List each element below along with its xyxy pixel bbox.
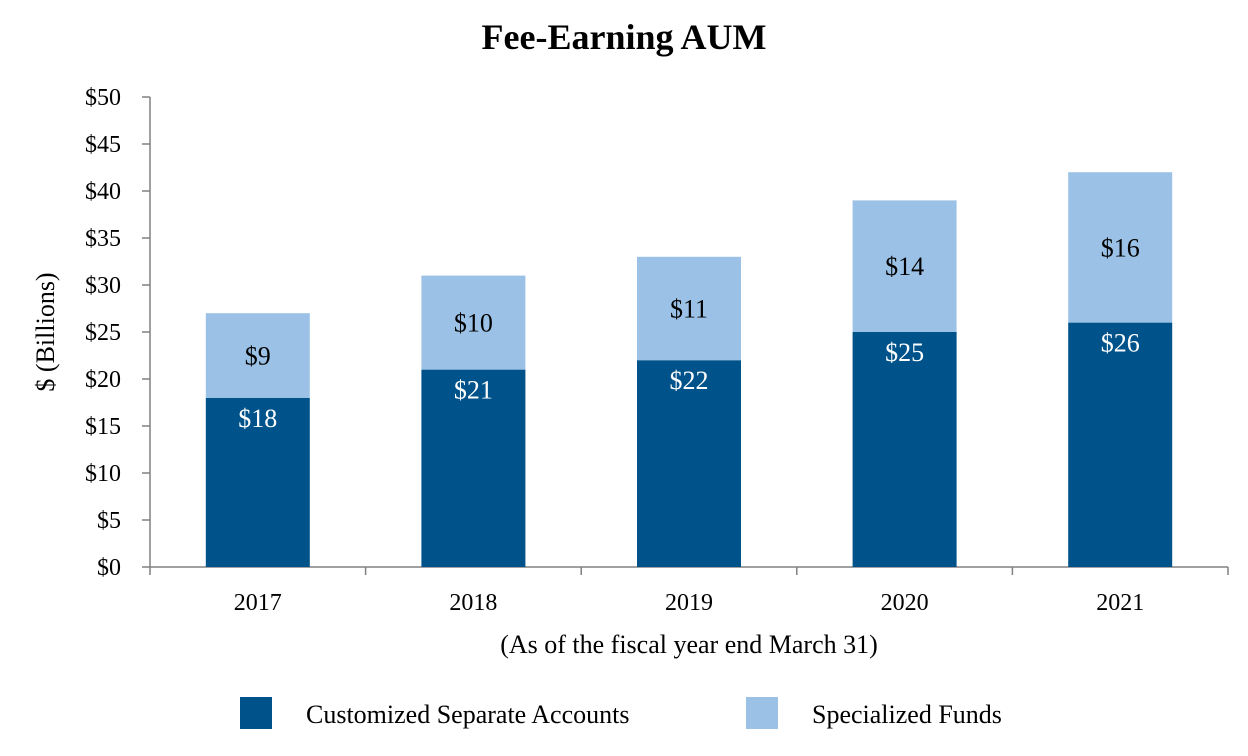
- bar-customized-separate-accounts: [852, 332, 957, 567]
- y-axis: $0 $5 $10 $15 $20 $25 $30 $35 $40 $45 $50: [85, 85, 151, 581]
- bar-data-label: $26: [1101, 329, 1140, 358]
- y-axis-label: $ (Billions): [31, 272, 60, 391]
- x-tick-label: 2017: [234, 590, 282, 616]
- bar-specialized-funds: [421, 275, 526, 370]
- legend-swatch: [746, 697, 778, 729]
- y-tick-label: $0: [97, 555, 121, 581]
- y-tick-label: $35: [85, 226, 121, 252]
- y-tick-label: $30: [85, 273, 121, 299]
- bar-data-label: $9: [245, 342, 271, 371]
- bar-specialized-funds: [1068, 172, 1173, 323]
- y-tick-label: $15: [85, 414, 121, 440]
- y-tick-label: $40: [85, 179, 121, 205]
- y-tick-label: $25: [85, 320, 121, 346]
- bar-customized-separate-accounts: [1068, 322, 1173, 567]
- x-tick-label: 2020: [881, 590, 929, 616]
- y-tick-label: $10: [85, 461, 121, 487]
- x-tick-label: 2019: [665, 590, 713, 616]
- bar-customized-separate-accounts: [421, 369, 526, 567]
- bar-data-label: $18: [238, 404, 277, 433]
- bar-data-label: $22: [670, 366, 709, 395]
- legend-label: Specialized Funds: [812, 700, 1002, 729]
- bar-specialized-funds: [205, 313, 310, 398]
- bar-specialized-funds: [637, 256, 741, 361]
- bar-data-label: $21: [454, 376, 493, 405]
- bars: $18 $9 $21 $10 $22 $11 $25 $14 $26 $16: [205, 172, 1173, 567]
- chart-title: Fee-Earning AUM: [482, 17, 767, 57]
- bar-data-label: $10: [454, 309, 493, 338]
- bar-data-label: $11: [670, 295, 708, 324]
- bar-data-label: $14: [885, 252, 924, 281]
- legend: Customized Separate Accounts Specialized …: [240, 697, 1002, 729]
- y-tick-label: $45: [85, 132, 121, 158]
- x-axis-label: (As of the fiscal year end March 31): [500, 630, 878, 659]
- bar-data-label: $25: [885, 338, 924, 367]
- y-tick-label: $5: [97, 508, 121, 534]
- x-tick-label: 2021: [1096, 590, 1144, 616]
- x-axis: 2017 2018 2019 2020 2021: [149, 566, 1229, 616]
- bar-customized-separate-accounts: [637, 360, 741, 567]
- legend-label: Customized Separate Accounts: [306, 700, 629, 729]
- x-tick-label: 2018: [449, 590, 497, 616]
- legend-swatch: [240, 697, 272, 729]
- bar-specialized-funds: [852, 200, 957, 332]
- bar-customized-separate-accounts: [205, 397, 310, 567]
- bar-data-label: $16: [1101, 233, 1140, 262]
- y-tick-label: $20: [85, 367, 121, 393]
- y-tick-label: $50: [85, 85, 121, 111]
